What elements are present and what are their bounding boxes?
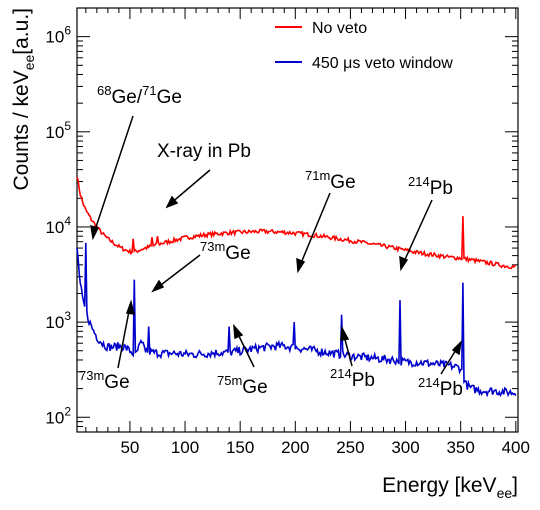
annotation-ge68-ge71: 68Ge/71Ge xyxy=(97,83,182,108)
x-tick-label: 100 xyxy=(171,438,199,457)
x-tick-label: 400 xyxy=(502,438,530,457)
arrow-ge68-head xyxy=(90,224,100,241)
x-axis-title: Energy [keVee] xyxy=(382,474,518,501)
arrow-ge75m-head xyxy=(233,323,244,340)
annotation-xray-pb: X-ray in Pb xyxy=(157,141,251,162)
y-tick-label: 105 xyxy=(45,119,71,142)
axis-ticks: 50 100 150 200 250 300 350 400 102 103 104 105 106 xyxy=(45,7,530,457)
y-tick-label: 103 xyxy=(45,309,71,332)
annotation-ge71m: 71mGe xyxy=(305,168,356,193)
y-tick-label: 106 xyxy=(45,24,71,47)
arrow-ge68 xyxy=(92,115,134,237)
arrow-ge71m-head xyxy=(296,257,306,274)
arrow-ge73m-bottom-head xyxy=(125,299,135,315)
arrow-xray-head xyxy=(165,195,179,209)
arrow-pb214-top xyxy=(401,199,433,267)
arrow-ge73m-top-head xyxy=(151,279,165,293)
y-axis-title: Counts / keVee[a.u.] xyxy=(10,8,37,191)
y-tick-label: 102 xyxy=(45,404,71,427)
x-tick-label: 50 xyxy=(120,438,139,457)
x-tick-label: 250 xyxy=(336,438,364,457)
arrow-ge73m-top xyxy=(156,254,201,289)
series-group xyxy=(76,176,517,398)
series-line-veto xyxy=(76,242,517,398)
arrow-pb214-right-head xyxy=(451,339,463,356)
annotation-pb214-top: 214Pb xyxy=(408,174,453,199)
annotation-ge73m-top: 73mGe xyxy=(200,239,251,264)
annotation-ge73m-bottom: 73mGe xyxy=(79,368,130,393)
arrow-ge71m xyxy=(298,192,331,269)
x-tick-label: 150 xyxy=(226,438,254,457)
annotation-pb214-right: 214Pb xyxy=(418,375,463,400)
legend: No veto 450 μs veto window xyxy=(275,20,453,72)
annotation-pb214-mid: 214Pb xyxy=(330,366,375,391)
annotation-ge75m: 75mGe xyxy=(217,373,268,398)
plot-frame xyxy=(76,7,519,433)
legend-label-no-veto: No veto xyxy=(312,20,367,37)
x-tick-label: 300 xyxy=(391,438,419,457)
annotations xyxy=(90,115,463,375)
series-line-no-veto xyxy=(76,176,517,270)
arrow-pb214-top-head xyxy=(399,255,409,272)
y-tick-label: 104 xyxy=(45,214,71,237)
legend-label-veto: 450 μs veto window xyxy=(312,55,453,72)
arrow-xray xyxy=(169,169,211,205)
arrow-ge73m-bottom xyxy=(117,305,131,369)
x-tick-label: 200 xyxy=(281,438,309,457)
x-tick-label: 350 xyxy=(446,438,474,457)
arrow-pb214-mid-head xyxy=(340,325,350,341)
